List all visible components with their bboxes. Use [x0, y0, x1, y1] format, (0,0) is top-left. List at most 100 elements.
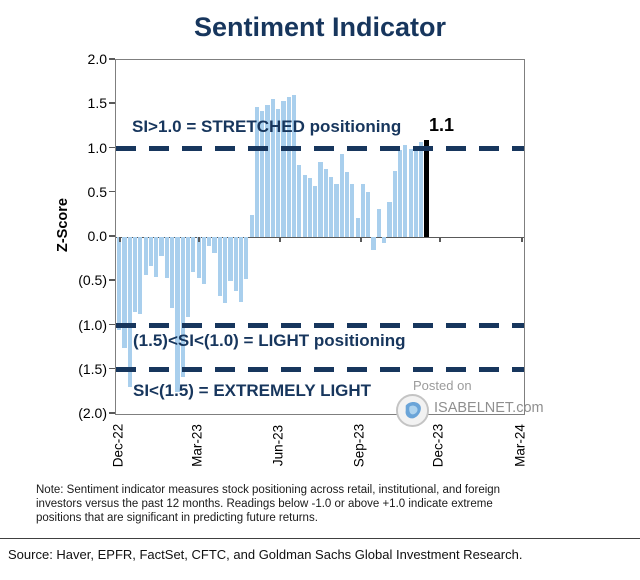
bar	[403, 144, 408, 237]
x-tick-mark	[119, 237, 121, 242]
y-tick-mark	[109, 190, 115, 193]
bar	[249, 214, 254, 237]
x-tick-mark	[360, 237, 362, 242]
bar	[270, 98, 275, 237]
x-tick-mark	[521, 237, 523, 242]
y-tick-label: (1.5)	[78, 360, 107, 377]
y-tick-mark	[109, 323, 115, 325]
y-tick-label: (1.0)	[78, 316, 107, 333]
bar	[376, 208, 381, 237]
bar	[132, 237, 138, 313]
y-tick-mark	[109, 235, 115, 237]
bar	[344, 172, 350, 237]
bar	[276, 108, 281, 237]
bar	[175, 237, 180, 392]
bar	[313, 185, 318, 237]
y-tick-mark	[109, 102, 115, 104]
annotation-extremely-light: SI<(1.5) = EXTREMELY LIGHT	[133, 381, 372, 400]
note-line-3: positions that are significant in predic…	[36, 512, 318, 524]
bar	[223, 237, 228, 304]
y-axis-label: Z-Score	[55, 198, 71, 252]
bar	[265, 105, 270, 237]
bar	[159, 237, 164, 257]
watermark-posted-on: Posted on	[413, 378, 472, 393]
bar	[329, 176, 334, 237]
bar	[127, 237, 132, 388]
y-tick-mark	[109, 412, 115, 414]
y-tick-label: (0.5)	[78, 272, 107, 289]
bar	[281, 100, 286, 237]
bar	[387, 201, 392, 237]
highlight-bar	[424, 139, 430, 237]
reference-line-1	[116, 146, 524, 151]
bar	[419, 142, 424, 237]
watermark-brand: ISABELNET.com	[434, 400, 544, 416]
y-tick-label: (2.0)	[78, 405, 107, 421]
reference-line--1.5	[116, 367, 524, 373]
bar	[122, 237, 127, 348]
bar	[154, 237, 159, 277]
bar	[143, 237, 148, 276]
annotation-last-value: 1.1	[429, 115, 455, 135]
bar	[164, 237, 169, 278]
bar	[238, 237, 244, 302]
x-tick-label: Mar-23	[189, 424, 205, 467]
bar	[408, 148, 413, 237]
page-title: Sentiment Indicator	[193, 12, 447, 42]
bar	[260, 111, 265, 237]
note-text: Note: Sentiment indicator measures stock…	[36, 483, 616, 525]
bar	[413, 146, 419, 237]
bar	[185, 237, 191, 317]
bar	[307, 177, 313, 237]
bar	[170, 237, 175, 308]
bar	[318, 161, 323, 237]
y-tick-label: 2.0	[87, 51, 107, 67]
bar	[334, 183, 339, 237]
y-tick-mark	[109, 146, 115, 148]
bar	[196, 237, 201, 278]
bar	[397, 150, 403, 237]
bar	[392, 170, 397, 237]
x-tick-label: Dec-22	[110, 423, 126, 468]
isabelnet-logo-icon	[396, 394, 429, 427]
x-tick-label: Jun-23	[270, 424, 286, 467]
bar	[180, 237, 185, 377]
y-tick-label: 1.0	[87, 139, 107, 156]
bar	[366, 191, 371, 237]
plot-area	[115, 59, 525, 415]
note-line-2: investors versus the past 12 months. Rea…	[36, 498, 493, 510]
source-text: Source: Haver, EPFR, FactSet, CFTC, and …	[8, 547, 523, 562]
note-line-1: Note: Sentiment indicator measures stock…	[36, 484, 501, 496]
bar	[323, 168, 328, 237]
zero-axis-line	[116, 237, 524, 238]
bar	[339, 153, 344, 237]
bar	[212, 237, 217, 253]
divider-line	[0, 538, 640, 539]
y-tick-label: 0.0	[87, 228, 107, 244]
bar	[254, 106, 260, 237]
annotation-light: (1.5)<SI<(1.0) = LIGHT positioning	[133, 331, 406, 350]
bar	[233, 237, 238, 291]
bar	[201, 237, 207, 284]
bar	[207, 237, 212, 246]
y-tick-mark	[109, 367, 115, 370]
y-tick-mark	[109, 279, 115, 281]
x-tick-mark	[439, 237, 441, 242]
bar	[138, 237, 143, 314]
bar	[286, 97, 291, 237]
bar	[360, 183, 366, 237]
bar	[191, 237, 196, 273]
x-tick-label: Sep-23	[351, 423, 367, 468]
x-tick-label: Dec-23	[430, 423, 446, 468]
bar	[355, 218, 360, 237]
bar	[228, 237, 233, 282]
x-tick-mark	[198, 237, 200, 242]
bar	[244, 237, 249, 280]
bar	[217, 237, 222, 297]
bar	[291, 94, 297, 237]
bar	[117, 237, 122, 330]
x-tick-label: Mar-24	[512, 424, 528, 467]
bar	[350, 183, 355, 237]
y-tick-mark	[109, 58, 115, 60]
